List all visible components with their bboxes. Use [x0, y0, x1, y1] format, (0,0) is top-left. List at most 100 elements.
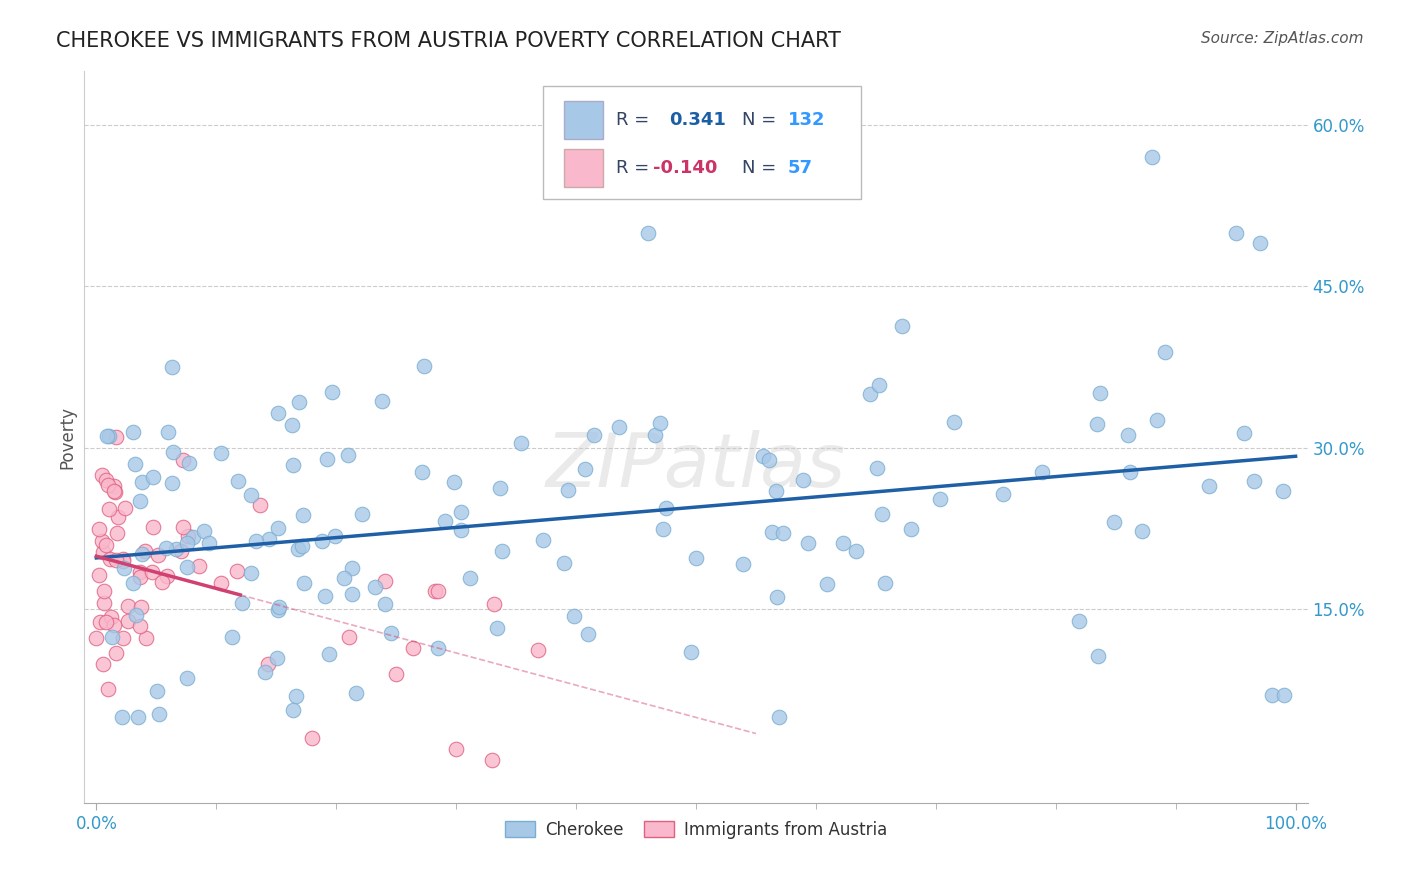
- Point: [146, 684, 169, 698]
- Point: [413, 359, 436, 373]
- Point: [337, 448, 360, 462]
- Point: [148, 706, 170, 721]
- Point: [489, 481, 512, 495]
- Point: [792, 473, 814, 487]
- Point: [146, 548, 169, 562]
- Point: [576, 626, 599, 640]
- Point: [104, 552, 127, 566]
- Point: [280, 417, 302, 432]
- Point: [105, 430, 128, 444]
- Point: [832, 536, 855, 550]
- Point: [134, 544, 156, 558]
- Point: [128, 570, 150, 584]
- Bar: [564, 101, 603, 138]
- Point: [1243, 474, 1265, 488]
- Point: [450, 523, 472, 537]
- Point: [1198, 478, 1220, 492]
- Point: [991, 487, 1014, 501]
- Point: [98, 551, 121, 566]
- Point: [574, 462, 596, 476]
- Point: [427, 640, 450, 655]
- Point: [1153, 345, 1175, 359]
- Point: [156, 569, 179, 583]
- Point: [340, 587, 363, 601]
- Point: [254, 665, 277, 680]
- Point: [142, 470, 165, 484]
- Point: [266, 602, 288, 616]
- Point: [685, 551, 707, 566]
- Point: [170, 544, 193, 558]
- Point: [325, 529, 347, 543]
- Point: [1140, 150, 1163, 164]
- Point: [1249, 236, 1271, 251]
- Point: [93, 584, 115, 599]
- Point: [637, 226, 659, 240]
- Point: [176, 535, 198, 549]
- Point: [231, 596, 253, 610]
- Point: [287, 542, 309, 557]
- Point: [891, 318, 914, 333]
- Point: [239, 488, 262, 502]
- Point: [209, 575, 232, 590]
- Point: [491, 543, 513, 558]
- Point: [129, 599, 152, 614]
- Point: [157, 425, 180, 440]
- Point: [458, 571, 481, 585]
- Point: [267, 521, 290, 535]
- Point: [450, 505, 472, 519]
- Point: [129, 618, 152, 632]
- Point: [112, 552, 135, 566]
- Point: [179, 456, 201, 470]
- Point: [291, 539, 314, 553]
- Point: [89, 522, 111, 536]
- Point: [332, 571, 354, 585]
- Text: 57: 57: [787, 159, 813, 177]
- Text: 0.341: 0.341: [669, 111, 725, 128]
- Point: [1225, 226, 1247, 240]
- Point: [256, 657, 278, 671]
- Point: [371, 393, 394, 408]
- Point: [198, 535, 221, 549]
- Point: [288, 395, 311, 409]
- Point: [172, 520, 194, 534]
- Point: [94, 537, 117, 551]
- Point: [107, 509, 129, 524]
- Point: [562, 608, 585, 623]
- Point: [117, 614, 139, 628]
- Point: [105, 646, 128, 660]
- Point: [122, 425, 145, 439]
- Point: [1069, 614, 1091, 628]
- Point: [1272, 688, 1295, 702]
- Y-axis label: Poverty: Poverty: [58, 406, 76, 468]
- Point: [97, 478, 120, 492]
- Point: [176, 528, 198, 542]
- Point: [141, 565, 163, 579]
- Point: [100, 609, 122, 624]
- Point: [135, 632, 157, 646]
- Point: [942, 415, 965, 429]
- Point: [929, 492, 952, 507]
- Point: [772, 525, 794, 540]
- Point: [225, 564, 247, 578]
- Point: [86, 631, 108, 645]
- Point: [385, 667, 408, 681]
- Point: [266, 651, 288, 665]
- Point: [868, 378, 890, 392]
- Point: [1272, 483, 1295, 498]
- Point: [97, 502, 120, 516]
- Point: [165, 542, 187, 557]
- Point: [97, 682, 120, 697]
- Point: [321, 384, 343, 399]
- Text: CHEROKEE VS IMMIGRANTS FROM AUSTRIA POVERTY CORRELATION CHART: CHEROKEE VS IMMIGRANTS FROM AUSTRIA POVE…: [56, 31, 841, 51]
- Point: [314, 589, 336, 603]
- Point: [94, 615, 117, 629]
- Point: [97, 429, 120, 443]
- Point: [91, 657, 114, 671]
- Point: [221, 631, 243, 645]
- Point: [91, 467, 114, 482]
- Point: [172, 453, 194, 467]
- Point: [1260, 688, 1282, 702]
- Point: [110, 710, 132, 724]
- Text: -0.140: -0.140: [654, 159, 717, 177]
- Point: [815, 576, 838, 591]
